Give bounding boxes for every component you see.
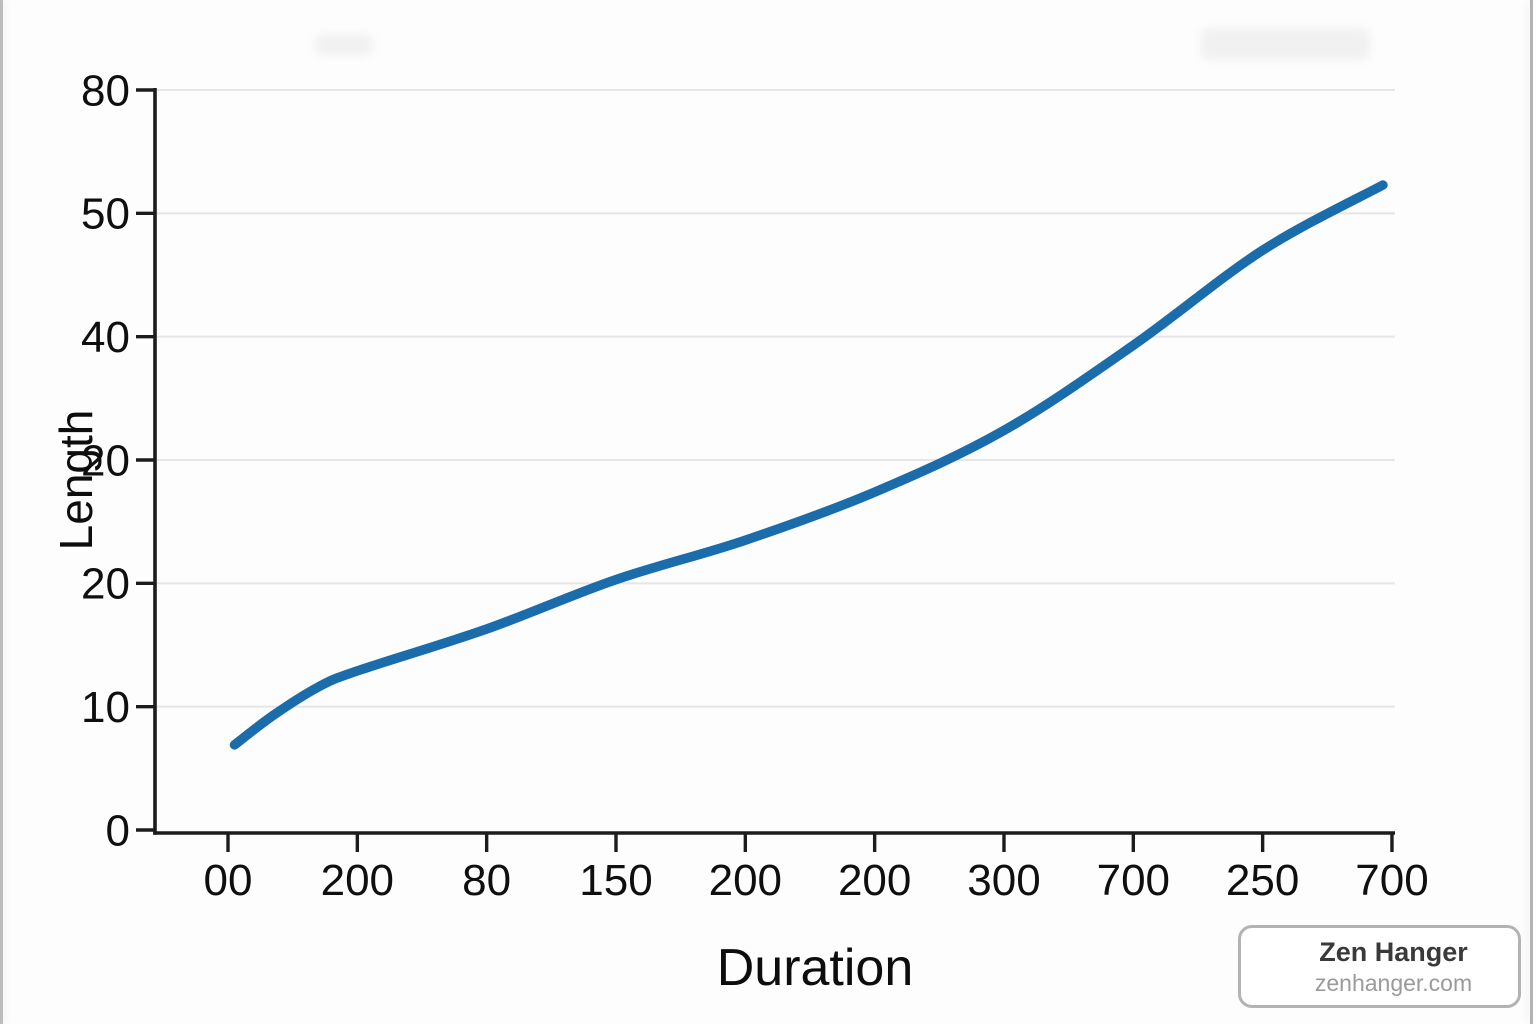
right-window-border [1530, 0, 1533, 1024]
y-tick-label: 40 [81, 313, 130, 362]
y-tick-label: 20 [81, 436, 130, 485]
watermark-url: zenhanger.com [1314, 969, 1473, 996]
x-tick-label: 200 [321, 856, 394, 905]
y-tick-label: 80 [81, 66, 130, 115]
y-tick-label: 0 [106, 806, 130, 855]
watermark-card: Zen Hanger zenhanger.com [1238, 925, 1521, 1008]
x-axis-title: Duration [716, 939, 914, 997]
left-window-border [0, 0, 3, 1024]
x-tick-label: 200 [838, 856, 911, 905]
series-curve [229, 180, 1388, 750]
watermark-title: Zen Hanger [1319, 937, 1468, 967]
x-tick-label: 250 [1226, 856, 1299, 905]
x-tick-label: 80 [462, 856, 511, 905]
x-tick-label: 200 [709, 856, 782, 905]
y-tick-label: 10 [81, 683, 130, 732]
artifact-smudge [1200, 28, 1370, 60]
y-axis-title: Length [50, 409, 102, 551]
x-tick-label: 00 [204, 856, 253, 905]
y-tick-label: 50 [81, 190, 130, 239]
x-tick-label: 700 [1355, 856, 1428, 905]
artifact-smudge [315, 34, 373, 56]
x-tick-label: 300 [967, 856, 1040, 905]
x-tick-label: 700 [1097, 856, 1170, 905]
x-tick-label: 150 [579, 856, 652, 905]
y-tick-label: 20 [81, 560, 130, 609]
